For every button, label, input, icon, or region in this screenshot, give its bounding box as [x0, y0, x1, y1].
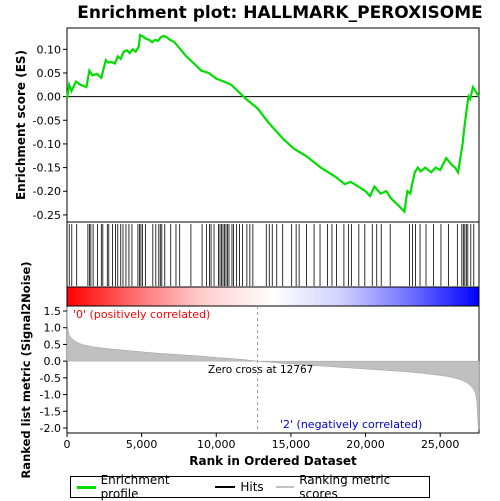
- negative-label: '2' (negatively correlated): [280, 418, 422, 431]
- legend-swatch-enrichment: [77, 485, 96, 489]
- hits-layer: [68, 224, 475, 286]
- legend-label-hits: Hits: [240, 480, 264, 494]
- metric-xtick-label: 5,000: [126, 438, 158, 451]
- es-axis-label: Enrichment score (ES): [14, 50, 28, 200]
- legend-item-hits: Hits: [215, 480, 264, 494]
- metric-ytick-label: -0.5: [40, 372, 61, 385]
- legend-label-enrichment: Enrichment profile: [100, 473, 170, 501]
- metric-ytick-label: -1.5: [40, 405, 61, 418]
- es-ytick-label: -0.20: [33, 185, 61, 198]
- colorbar: [66, 286, 480, 307]
- es-ytick-label: -0.25: [33, 209, 61, 222]
- ranking-metric-area: [66, 306, 480, 430]
- metric-ytick-label: 0.0: [44, 355, 62, 368]
- es-ytick-label: -0.15: [33, 162, 61, 175]
- metric-axis-label: Ranked list metric (Signal2Noise): [19, 261, 33, 478]
- metric-ytick-label: 1.5: [44, 305, 62, 318]
- hits-panel-frame: [66, 221, 480, 288]
- metric-layer: 1.5 1.0 0.5 0.0 -0.5 -1.0 -1.5 -2.00 5,000 10,000…: [40, 305, 480, 451]
- metric-ytick-label: -1.0: [40, 389, 61, 402]
- es-ytick-label: 0.10: [37, 43, 62, 56]
- positive-label: '0' (positively correlated): [73, 308, 210, 321]
- zero-cross-label: Zero cross at 12767: [208, 364, 313, 376]
- legend-label-metric: Ranking metric scores: [299, 473, 391, 501]
- metric-ytick-label: -2.0: [40, 422, 61, 435]
- metric-xtick-label: 25,000: [421, 438, 460, 451]
- es-ytick-label: -0.05: [33, 114, 61, 127]
- metric-xtick-label: 15,000: [272, 438, 311, 451]
- es-layer: 0.10 0.05 0.00 -0.05 -0.10 -0.15 -0.20 -0.25: [33, 33, 480, 222]
- metric-ytick-label: 0.5: [44, 338, 62, 351]
- legend-item-metric: Ranking metric scores: [275, 473, 423, 501]
- metric-ytick-label: 1.0: [44, 322, 62, 335]
- es-ytick-label: -0.10: [33, 138, 61, 151]
- legend-swatch-hits: [215, 486, 236, 488]
- metric-xtick-label: 10,000: [197, 438, 236, 451]
- legend: Enrichment profile Hits Ranking metric s…: [70, 473, 430, 501]
- legend-item-enrichment: Enrichment profile: [77, 473, 203, 501]
- legend-swatch-metric: [275, 486, 295, 488]
- metric-xtick-label: 0: [64, 438, 71, 451]
- es-panel-frame: [66, 27, 480, 223]
- x-axis-label: Rank in Ordered Dataset: [189, 454, 357, 468]
- enrichment-profile-line: [65, 33, 480, 214]
- es-ytick-label: 0.05: [37, 67, 62, 80]
- chart-title: Enrichment plot: HALLMARK_PEROXISOME: [77, 3, 483, 23]
- es-ytick-label: 0.00: [37, 91, 62, 104]
- metric-xtick-label: 20,000: [346, 438, 385, 451]
